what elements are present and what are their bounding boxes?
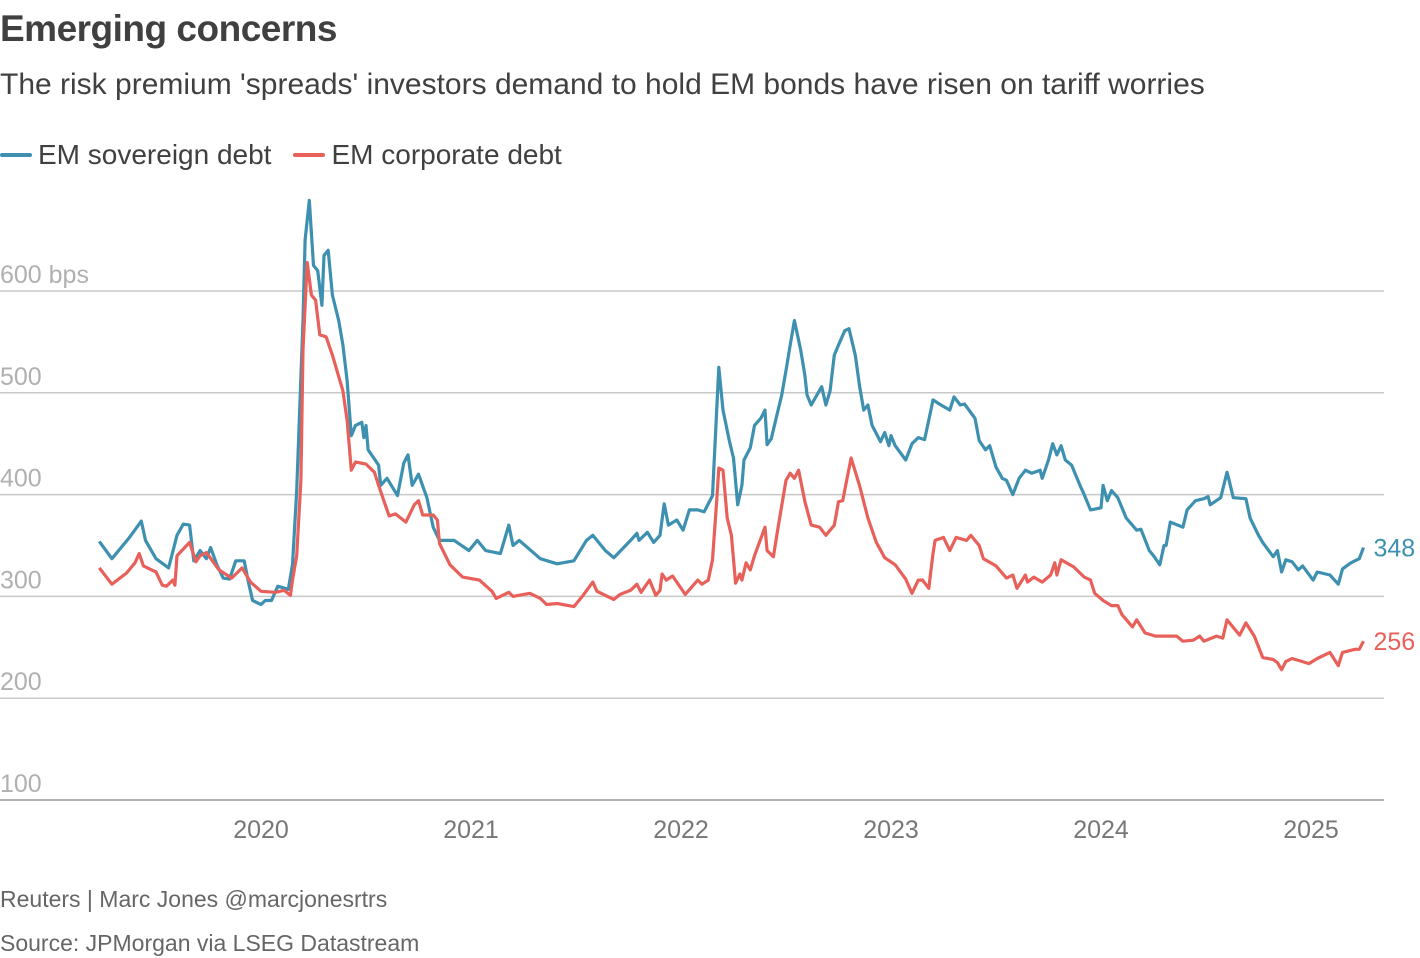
legend-swatch-sovereign (0, 153, 32, 157)
x-tick-label: 2021 (443, 816, 499, 844)
series-line-sovereign (98, 198, 1365, 607)
chart-title: Emerging concerns (0, 8, 337, 49)
x-tick-label: 2025 (1283, 816, 1339, 844)
end-value-label: 348 (1374, 535, 1416, 563)
x-tick-label: 2022 (653, 816, 709, 844)
y-tick-label: 300 (0, 566, 42, 594)
y-tick-label: 600 bps (0, 261, 89, 289)
y-tick-label: 400 (0, 465, 42, 493)
legend-label-sovereign: EM sovereign debt (38, 139, 272, 170)
legend: EM sovereign debt EM corporate debt (0, 139, 562, 171)
x-tick-label: 2020 (233, 816, 289, 844)
end-value-label: 256 (1374, 628, 1416, 656)
legend-item-sovereign: EM sovereign debt (0, 139, 271, 171)
series-line-corporate (98, 260, 1365, 672)
y-tick-label: 500 (0, 363, 42, 391)
legend-label-corporate: EM corporate debt (331, 139, 562, 170)
x-tick-label: 2024 (1073, 816, 1129, 844)
chart-subtitle: The risk premium 'spreads' investors dem… (0, 68, 1205, 101)
credit-line: Reuters | Marc Jones @marcjonesrtrs (0, 886, 388, 912)
y-tick-label: 100 (0, 770, 42, 798)
legend-item-corporate: EM corporate debt (293, 139, 562, 171)
source-line: Source: JPMorgan via LSEG Datastream (0, 930, 420, 956)
y-tick-label: 200 (0, 668, 42, 696)
x-tick-label: 2023 (863, 816, 919, 844)
legend-swatch-corporate (293, 153, 326, 157)
